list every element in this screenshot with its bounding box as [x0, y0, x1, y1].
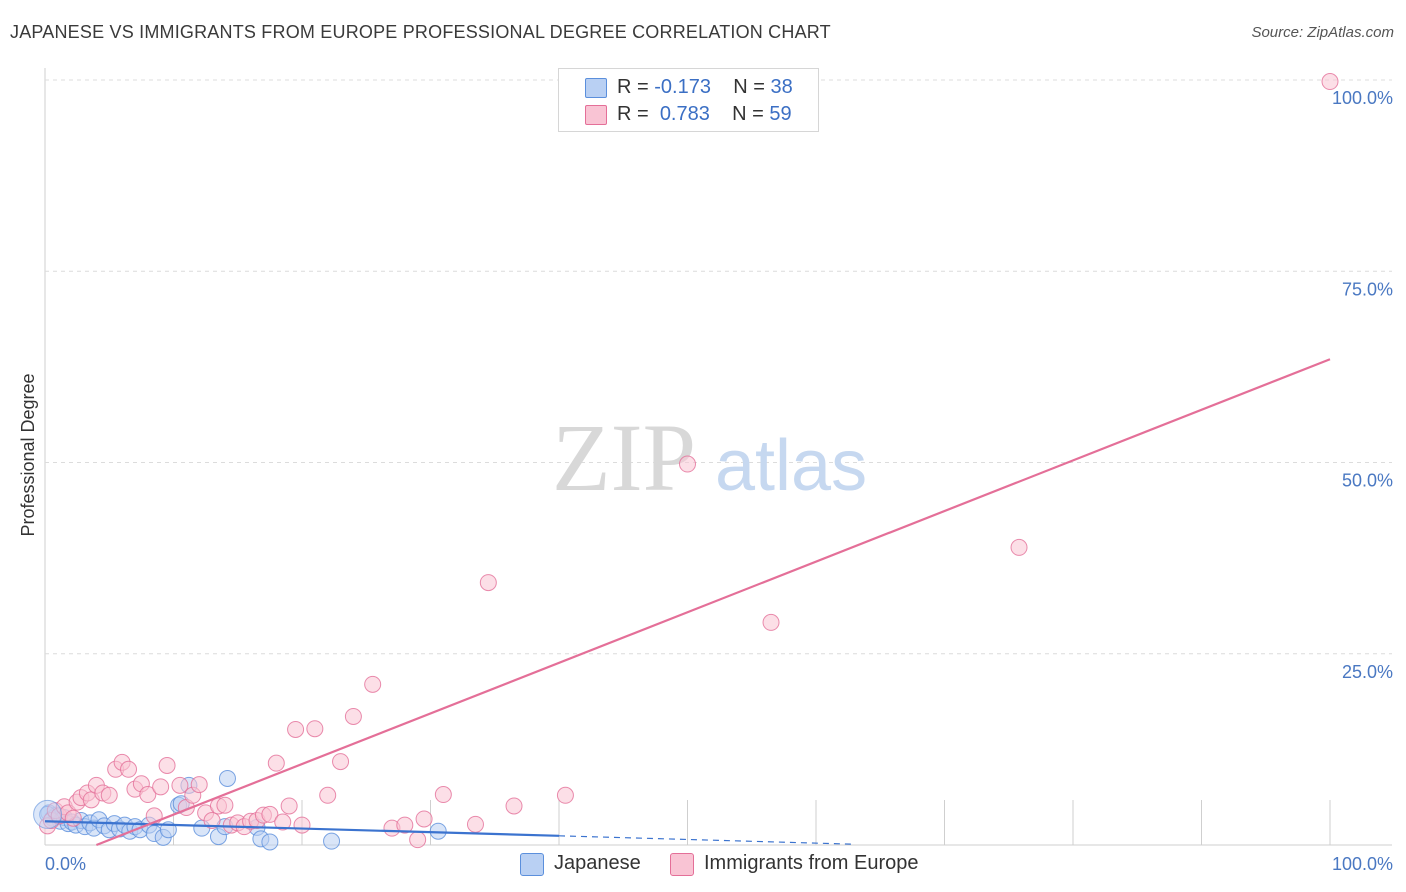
legend-r-value: -0.173 — [654, 76, 711, 98]
correlation-legend: R = -0.173 N = 38 R = 0.783 N = 59 — [558, 68, 819, 132]
tick-labels: 25.0% 50.0% 75.0% 100.0% 0.0% 100.0% — [45, 88, 1393, 874]
watermark-zip: ZIP — [552, 404, 696, 511]
europe-point — [1321, 73, 1339, 91]
europe-point — [319, 786, 337, 804]
europe-point — [139, 786, 157, 804]
bottom-legend-swatch-japanese — [520, 853, 544, 876]
bottom-legend-label-europe: Immigrants from Europe — [704, 852, 919, 874]
japanese-trend-line — [44, 820, 560, 837]
europe-point — [203, 812, 221, 830]
europe-point — [293, 816, 311, 834]
europe-point — [152, 778, 170, 796]
europe-point — [100, 786, 118, 804]
europe-point — [505, 797, 523, 815]
europe-point — [171, 776, 189, 794]
europe-point — [1010, 538, 1028, 556]
legend-r-label: R = — [617, 76, 649, 98]
europe-point — [158, 756, 176, 774]
europe-point — [287, 720, 305, 738]
data-points — [33, 73, 1339, 851]
europe-trend-line — [95, 358, 1331, 847]
x-tick-label: 100.0% — [1332, 854, 1393, 874]
y-tick-label: 50.0% — [1342, 471, 1393, 491]
europe-point — [396, 816, 414, 834]
europe-point — [216, 796, 234, 814]
europe-point — [280, 797, 298, 815]
japanese-point — [218, 769, 236, 787]
europe-point — [479, 574, 497, 592]
y-axis-label: Professional Degree — [18, 373, 38, 536]
europe-point — [409, 831, 427, 849]
trend-lines — [44, 358, 1331, 847]
europe-point — [261, 805, 279, 823]
europe-point — [306, 720, 324, 738]
chart-title: JAPANESE VS IMMIGRANTS FROM EUROPE PROFE… — [10, 22, 831, 42]
europe-point — [332, 753, 350, 771]
y-tick-label: 100.0% — [1332, 88, 1393, 108]
europe-point — [274, 813, 292, 831]
europe-point — [344, 707, 362, 725]
x-tick-label: 0.0% — [45, 854, 86, 874]
legend-r-label: R = — [617, 103, 649, 125]
japanese-trend-extension — [558, 835, 855, 845]
legend-n-label: N = — [733, 76, 765, 98]
europe-point — [120, 760, 138, 778]
source-label: Source: ZipAtlas.com — [1251, 24, 1394, 41]
legend-n-label: N = — [732, 103, 764, 125]
europe-point — [364, 675, 382, 693]
europe-point — [64, 809, 82, 827]
y-tick-label: 25.0% — [1342, 662, 1393, 682]
watermark-atlas: atlas — [715, 426, 867, 506]
japanese-point — [323, 832, 341, 850]
legend-n-value: 38 — [770, 76, 793, 98]
europe-point — [762, 613, 780, 631]
y-tick-label: 75.0% — [1342, 279, 1393, 299]
europe-point — [190, 776, 208, 794]
europe-point — [466, 815, 484, 833]
bottom-legend-label-japanese: Japanese — [554, 852, 641, 874]
bottom-legend-swatch-europe — [670, 853, 694, 876]
europe-point — [267, 754, 285, 772]
europe-point — [679, 455, 696, 473]
europe-point — [434, 786, 452, 804]
europe-point — [415, 810, 433, 828]
japanese-point — [261, 833, 279, 851]
legend-n-value: 59 — [769, 103, 792, 125]
legend-swatch-japanese — [585, 78, 607, 98]
europe-point — [556, 786, 574, 804]
japanese-point — [33, 799, 63, 829]
legend-r-value: 0.783 — [659, 103, 710, 125]
legend-swatch-europe — [585, 105, 607, 125]
